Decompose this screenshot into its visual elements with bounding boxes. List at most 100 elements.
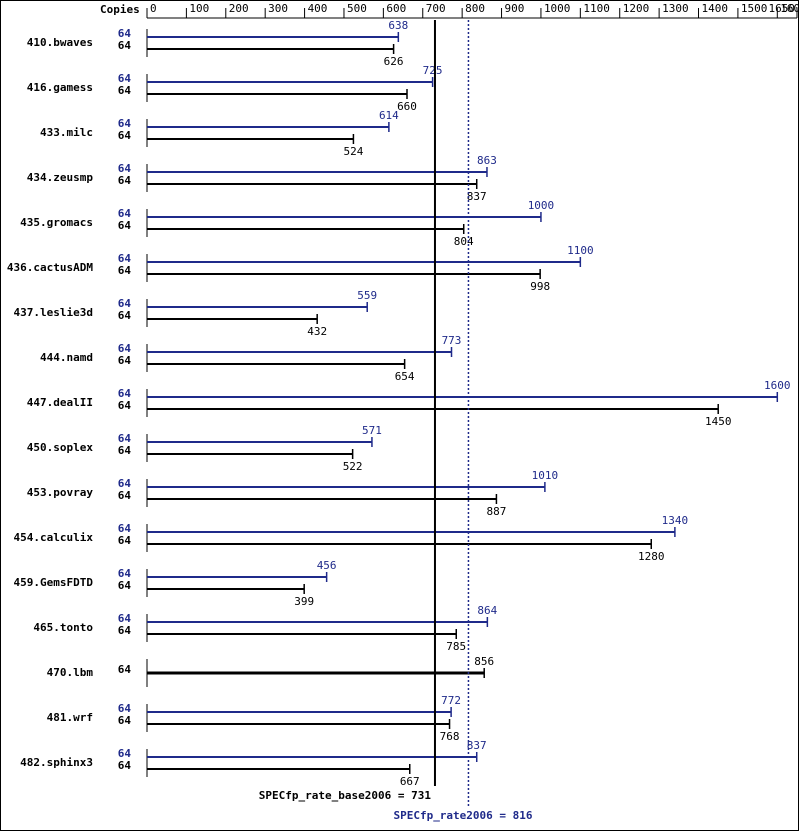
category-label: 444.namd	[40, 351, 93, 364]
value-label: 1280	[638, 550, 665, 563]
category-label: 453.povray	[27, 486, 94, 499]
value-label: 1010	[532, 469, 559, 482]
value-label: 725	[423, 64, 443, 77]
value-label: 1600	[764, 379, 791, 392]
value-label: 1340	[662, 514, 689, 527]
x-tick-label: 1400	[702, 2, 729, 15]
copies-label: 64	[118, 27, 132, 40]
value-label: 998	[530, 280, 550, 293]
category-label: 470.lbm	[47, 666, 94, 679]
reference-label: SPECfp_rate_base2006 = 731	[259, 789, 432, 802]
category-label: 482.sphinx3	[20, 756, 93, 769]
value-label: 614	[379, 109, 399, 122]
copies-label: 64	[118, 702, 132, 715]
copies-label: 64	[118, 567, 132, 580]
x-tick-label: 1500	[741, 2, 768, 15]
x-tick-label: 1100	[583, 2, 610, 15]
copies-label: 64	[118, 522, 132, 535]
x-tick-label: 0	[150, 2, 157, 15]
category-label: 437.leslie3d	[14, 306, 93, 319]
copies-label: 64	[118, 174, 132, 187]
copies-label: 64	[118, 759, 132, 772]
copies-label: 64	[118, 714, 132, 727]
x-tick-label: 800	[465, 2, 485, 15]
category-label: 481.wrf	[47, 711, 93, 724]
x-tick-label: 900	[505, 2, 525, 15]
copies-label: 64	[118, 309, 132, 322]
value-label: 864	[477, 604, 497, 617]
copies-label: 64	[118, 72, 132, 85]
value-label: 772	[441, 694, 461, 707]
category-label: 416.gamess	[27, 81, 93, 94]
x-tick-label: 1200	[623, 2, 650, 15]
copies-label: 64	[118, 264, 132, 277]
value-label: 432	[307, 325, 327, 338]
copies-label: 64	[118, 84, 132, 97]
value-label: 863	[477, 154, 497, 167]
x-tick-label: 1300	[662, 2, 689, 15]
copies-label: 64	[118, 162, 132, 175]
reference-label: SPECfp_rate2006 = 816	[393, 809, 532, 822]
value-label: 660	[397, 100, 417, 113]
category-label: 436.cactusADM	[7, 261, 93, 274]
copies-label: 64	[118, 117, 132, 130]
value-label: 768	[440, 730, 460, 743]
category-label: 447.dealII	[27, 396, 93, 409]
copies-label: 64	[118, 489, 132, 502]
value-label: 856	[474, 655, 494, 668]
value-label: 638	[388, 19, 408, 32]
x-tick-label: 300	[268, 2, 288, 15]
value-label: 837	[467, 739, 487, 752]
copies-header: Copies	[100, 3, 140, 16]
category-label: 465.tonto	[33, 621, 93, 634]
copies-label: 64	[118, 612, 132, 625]
value-label: 785	[446, 640, 466, 653]
x-tick-label: 100	[189, 2, 209, 15]
category-label: 433.milc	[40, 126, 93, 139]
category-label: 459.GemsFDTD	[14, 576, 94, 589]
x-tick-label: 600	[386, 2, 406, 15]
copies-label: 64	[118, 534, 132, 547]
value-label: 773	[442, 334, 462, 347]
category-label: 450.soplex	[27, 441, 94, 454]
category-label: 435.gromacs	[20, 216, 93, 229]
x-tick-label: 400	[308, 2, 328, 15]
value-label: 524	[343, 145, 363, 158]
value-label: 1100	[567, 244, 594, 257]
copies-label: 64	[118, 219, 132, 232]
value-label: 626	[384, 55, 404, 68]
copies-label: 64	[118, 39, 132, 52]
copies-label: 64	[118, 579, 132, 592]
value-label: 804	[454, 235, 474, 248]
copies-label: 64	[118, 342, 132, 355]
x-tick-label: 1650	[769, 2, 796, 15]
copies-label: 64	[118, 477, 132, 490]
value-label: 837	[467, 190, 487, 203]
copies-label: 64	[118, 399, 132, 412]
x-tick-label: 1600	[780, 2, 799, 15]
copies-label: 64	[118, 747, 132, 760]
copies-label: 64	[118, 129, 132, 142]
value-label: 887	[486, 505, 506, 518]
value-label: 522	[343, 460, 363, 473]
value-label: 1450	[705, 415, 732, 428]
copies-label: 64	[118, 297, 132, 310]
copies-label: 64	[118, 207, 132, 220]
category-label: 434.zeusmp	[27, 171, 94, 184]
value-label: 571	[362, 424, 382, 437]
copies-label: 64	[118, 444, 132, 457]
copies-label: 64	[118, 663, 132, 676]
x-tick-label: 200	[229, 2, 249, 15]
copies-label: 64	[118, 387, 132, 400]
value-label: 559	[357, 289, 377, 302]
category-label: 454.calculix	[14, 531, 94, 544]
value-label: 399	[294, 595, 314, 608]
x-tick-label: 500	[347, 2, 367, 15]
category-label: 410.bwaves	[27, 36, 93, 49]
copies-label: 64	[118, 354, 132, 367]
value-label: 667	[400, 775, 420, 788]
copies-label: 64	[118, 432, 132, 445]
